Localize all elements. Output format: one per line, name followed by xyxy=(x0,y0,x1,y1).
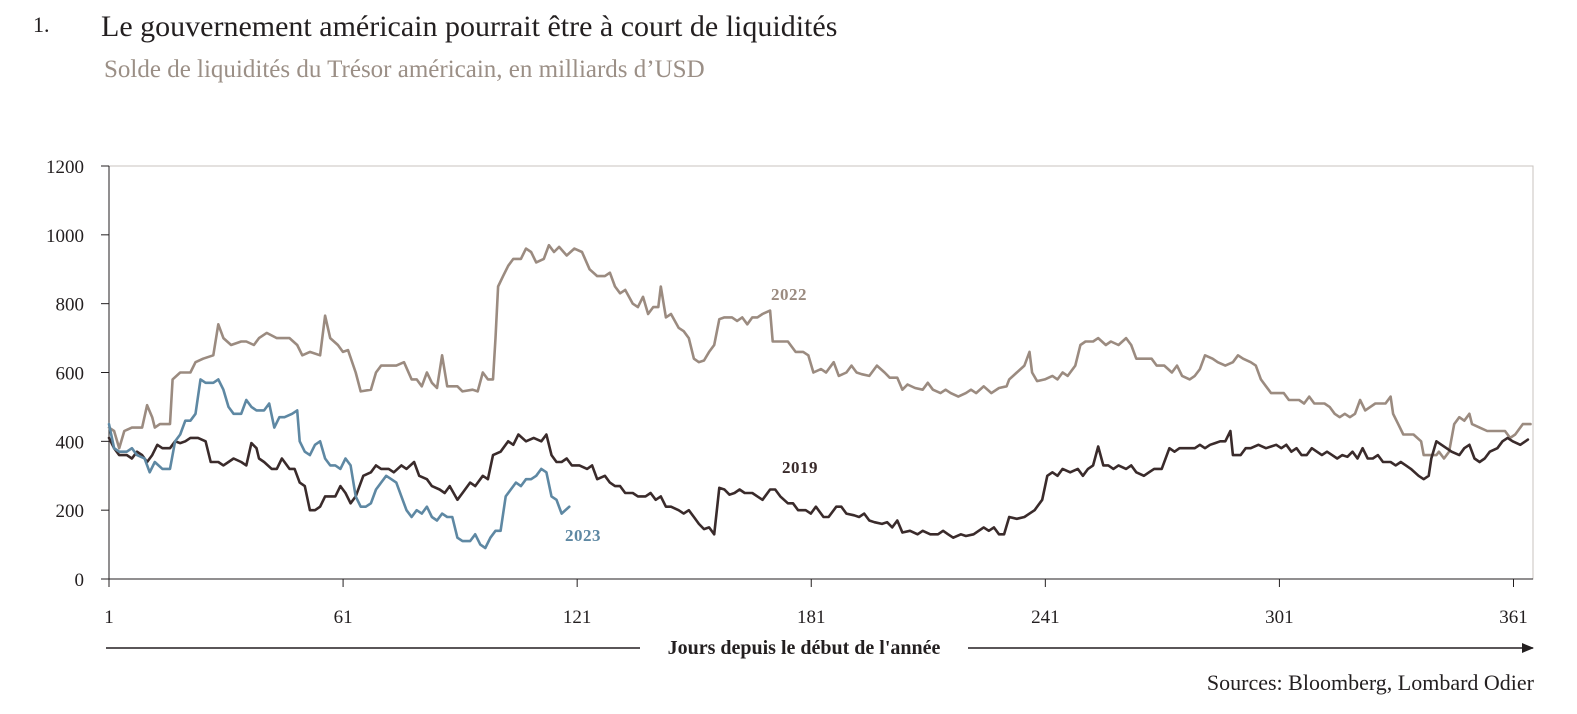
series-label-2022: 2022 xyxy=(771,285,807,304)
series-label-2019: 2019 xyxy=(782,458,818,477)
series-line-2022 xyxy=(107,243,1532,460)
series-line-2023 xyxy=(107,378,571,550)
plot-area-frame xyxy=(108,165,1534,580)
series-line-2019 xyxy=(107,429,1530,539)
x-tick-label: 181 xyxy=(797,607,826,628)
x-tick-label: 121 xyxy=(563,607,592,628)
y-tick-label: 600 xyxy=(56,364,85,385)
x-tick-label: 361 xyxy=(1499,607,1528,628)
x-tick-label: 61 xyxy=(334,607,353,628)
y-tick-label: 200 xyxy=(56,501,85,522)
chart-subtitle: Solde de liquidités du Trésor américain,… xyxy=(104,56,705,83)
x-tick-label: 1 xyxy=(104,607,114,628)
figure-number: 1. xyxy=(33,12,50,37)
x-axis-label: Jours depuis le début de l'année xyxy=(668,637,941,659)
source-note: Sources: Bloomberg, Lombard Odier xyxy=(1206,670,1534,695)
y-tick-label: 0 xyxy=(75,570,85,591)
y-tick-label: 400 xyxy=(56,432,85,453)
x-tick-label: 301 xyxy=(1265,607,1294,628)
y-tick-label: 1200 xyxy=(46,157,84,178)
x-tick-label: 241 xyxy=(1031,607,1060,628)
chart-title: Le gouvernement américain pourrait être … xyxy=(101,10,838,43)
series-label-2023: 2023 xyxy=(565,526,601,545)
y-tick-label: 800 xyxy=(56,295,85,316)
y-tick-label: 1000 xyxy=(46,226,84,247)
